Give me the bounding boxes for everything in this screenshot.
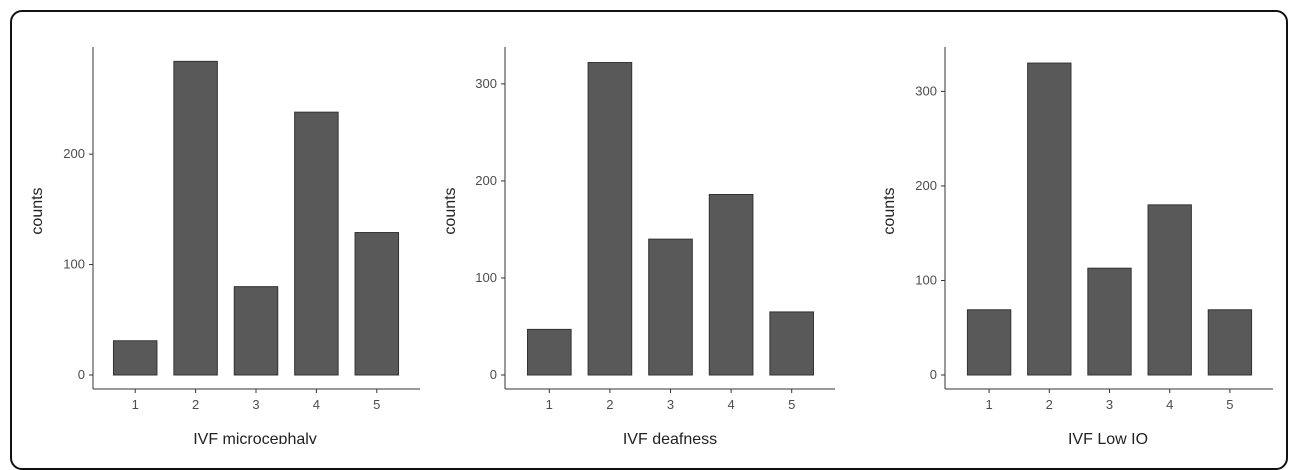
x-tick-label: 2 <box>1046 397 1053 412</box>
y-tick-label: 0 <box>490 367 497 382</box>
bar <box>354 232 400 376</box>
bar <box>1087 267 1132 376</box>
x-axis-title: IVF microcephaly <box>193 431 317 444</box>
bar <box>294 111 339 376</box>
bar <box>648 238 693 376</box>
bar <box>1147 204 1192 376</box>
charts-canvas: 0 100 200 1 2 3 4 5 counts IVF microcephaly 0 100 2… <box>29 47 1273 444</box>
bar <box>173 60 218 376</box>
y-axis-title: counts <box>29 187 46 234</box>
x-tick-label: 3 <box>1106 397 1113 412</box>
x-tick-label: 3 <box>667 397 674 412</box>
bar <box>587 62 633 376</box>
x-tick-label: 2 <box>606 397 613 412</box>
y-tick-label: 200 <box>915 178 937 193</box>
x-tick-label: 2 <box>192 397 199 412</box>
y-tick-label: 100 <box>63 257 85 272</box>
chart-panel-2: 0 100 200 300 1 2 3 4 5 counts IVF deafness <box>442 47 835 444</box>
x-tick-label: 1 <box>546 397 553 412</box>
y-tick-label: 200 <box>475 173 497 188</box>
x-tick-label: 4 <box>727 397 734 412</box>
bar <box>526 328 572 376</box>
x-tick-label: 5 <box>1226 397 1233 412</box>
y-tick-label: 0 <box>78 367 85 382</box>
x-tick-label: 3 <box>252 397 259 412</box>
y-tick-label: 300 <box>475 76 497 91</box>
bar <box>769 311 815 376</box>
x-axis-title: IVF Low IQ <box>1068 431 1148 444</box>
chart-panel-3: 0 100 200 300 1 2 3 4 5 counts IVF Low IQ <box>881 47 1273 444</box>
bar <box>966 309 1012 376</box>
bar <box>1027 62 1072 376</box>
x-tick-label: 5 <box>373 397 380 412</box>
chart-panel-1: 0 100 200 1 2 3 4 5 counts IVF microcephaly <box>29 47 420 444</box>
y-tick-label: 200 <box>63 146 85 161</box>
x-tick-label: 5 <box>788 397 795 412</box>
y-axis-title: counts <box>881 187 898 234</box>
bar <box>233 286 279 376</box>
bar <box>112 340 158 376</box>
y-axis-title: counts <box>442 187 459 234</box>
y-tick-label: 300 <box>915 83 937 98</box>
y-tick-label: 0 <box>930 367 937 382</box>
x-axis-title: IVF deafness <box>623 431 717 444</box>
x-tick-label: 4 <box>313 397 320 412</box>
bar <box>1207 309 1253 376</box>
x-tick-label: 1 <box>985 397 992 412</box>
x-tick-label: 1 <box>132 397 139 412</box>
x-tick-label: 4 <box>1166 397 1173 412</box>
y-tick-label: 100 <box>475 270 497 285</box>
bar <box>708 194 754 376</box>
y-tick-label: 100 <box>915 272 937 287</box>
